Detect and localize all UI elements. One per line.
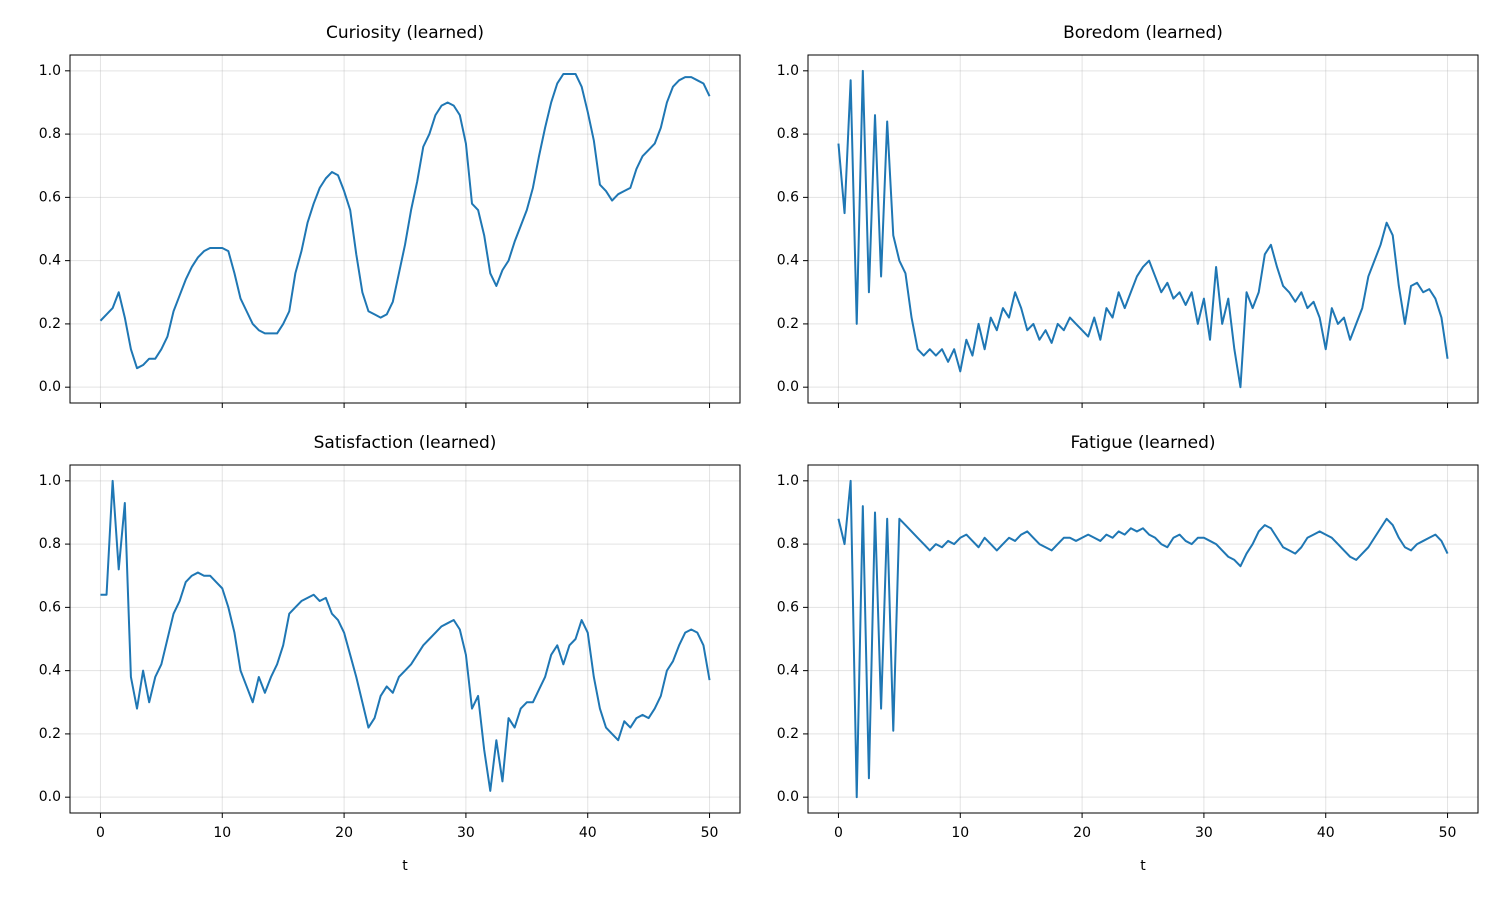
y-tick-label: 0.2 xyxy=(777,316,799,332)
axes-frame xyxy=(807,54,1479,404)
y-tick-label: 0.6 xyxy=(777,189,799,205)
subplot-title: Curiosity (learned) xyxy=(326,23,484,43)
y-tick-label: 0.2 xyxy=(777,726,799,742)
subplot-title: Fatigue (learned) xyxy=(1070,433,1215,453)
y-tick-label: 0.2 xyxy=(39,316,61,332)
x-tick-label: 30 xyxy=(1195,825,1213,841)
axes-frame xyxy=(807,464,1479,814)
x-tick-label: 10 xyxy=(213,825,231,841)
line-series xyxy=(100,479,711,792)
axes-frame xyxy=(69,464,741,814)
y-tick-label: 0.8 xyxy=(39,126,61,142)
y-tick-label: 0.8 xyxy=(777,536,799,552)
y-tick-label: 0.4 xyxy=(777,663,799,679)
y-tick-label: 0.6 xyxy=(777,599,799,615)
y-tick-label: 0.8 xyxy=(777,126,799,142)
axes-frame xyxy=(69,54,741,404)
x-tick-label: 40 xyxy=(1317,825,1335,841)
line-series xyxy=(99,72,711,370)
line-series xyxy=(837,479,1449,799)
y-tick-label: 1.0 xyxy=(777,63,799,79)
y-tick-label: 0.2 xyxy=(39,726,61,742)
x-tick-label: 50 xyxy=(701,825,719,841)
subplot-title: Boredom (learned) xyxy=(1063,23,1223,43)
y-tick-label: 0.0 xyxy=(777,379,799,395)
y-tick-label: 1.0 xyxy=(39,63,61,79)
y-tick-label: 1.0 xyxy=(39,473,61,489)
x-tick-label: 20 xyxy=(1073,825,1091,841)
x-tick-label: 40 xyxy=(579,825,597,841)
y-tick-label: 0.4 xyxy=(39,253,61,269)
line-series xyxy=(837,69,1449,389)
x-axis-label: t xyxy=(1140,858,1146,874)
y-tick-label: 0.4 xyxy=(39,663,61,679)
y-tick-label: 0.4 xyxy=(777,253,799,269)
y-tick-label: 1.0 xyxy=(777,473,799,489)
y-tick-label: 0.0 xyxy=(777,789,799,805)
y-tick-label: 0.0 xyxy=(39,379,61,395)
x-tick-label: 30 xyxy=(457,825,475,841)
y-tick-label: 0.6 xyxy=(39,189,61,205)
y-tick-label: 0.6 xyxy=(39,599,61,615)
x-tick-label: 10 xyxy=(951,825,969,841)
x-tick-label: 50 xyxy=(1439,825,1457,841)
y-tick-label: 0.8 xyxy=(39,536,61,552)
x-tick-label: 0 xyxy=(96,825,105,841)
x-tick-label: 0 xyxy=(834,825,843,841)
subplot-title: Satisfaction (learned) xyxy=(314,433,497,453)
x-axis-label: t xyxy=(402,858,408,874)
y-tick-label: 0.0 xyxy=(39,789,61,805)
x-tick-label: 20 xyxy=(335,825,353,841)
